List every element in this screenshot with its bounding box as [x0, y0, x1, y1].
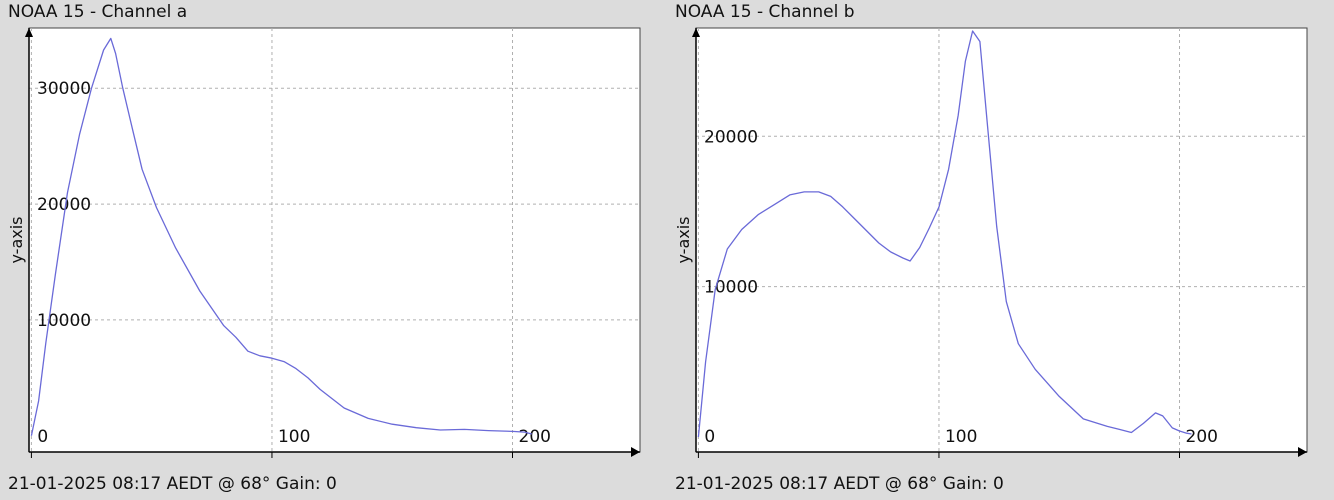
y-axis-arrow	[25, 28, 33, 37]
series-line	[30, 37, 532, 436]
chart-title-b: NOAA 15 - Channel b	[675, 2, 855, 22]
y-axis-title: y-axis	[674, 216, 693, 263]
chart-plot-b: 0 100 200 10000 20000 y-axis	[674, 27, 1308, 458]
plot-area	[695, 27, 1308, 453]
y-tick-label: 10000	[37, 311, 91, 331]
y-tick-label: 10000	[704, 278, 758, 298]
chart-panel-a: 0 100 200 10000 20000 30000 y-axis NOAA 15 - C…	[7, 2, 641, 494]
x-axis-arrow	[1298, 447, 1307, 457]
y-tick-label: 20000	[704, 127, 758, 147]
x-tick-label: 200	[1186, 427, 1218, 447]
x-tick-label: 100	[945, 427, 977, 447]
y-axis-title: y-axis	[7, 216, 26, 263]
chart-panel-b: 0 100 200 10000 20000 y-axis NOAA 15 - Channe…	[667, 0, 1334, 500]
x-tick-label: 100	[278, 427, 310, 447]
y-axis-arrow	[692, 28, 700, 37]
x-tick-label: 0	[37, 427, 48, 447]
chart-plot-a: 0 100 200 10000 20000 30000 y-axis	[7, 27, 641, 458]
chart-title-a: NOAA 15 - Channel a	[8, 2, 188, 22]
y-tick-label: 30000	[37, 79, 91, 99]
y-tick-label: 20000	[37, 195, 91, 215]
series-line	[697, 30, 1192, 438]
x-axis-arrow	[631, 447, 640, 457]
x-tick-label: 0	[704, 427, 715, 447]
x-tick-label: 200	[519, 427, 551, 447]
chart-footer-a: 21-01-2025 08:17 AEDT @ 68° Gain: 0	[8, 474, 337, 494]
plot-area	[28, 27, 641, 453]
chart-footer-b: 21-01-2025 08:17 AEDT @ 68° Gain: 0	[675, 474, 1004, 494]
